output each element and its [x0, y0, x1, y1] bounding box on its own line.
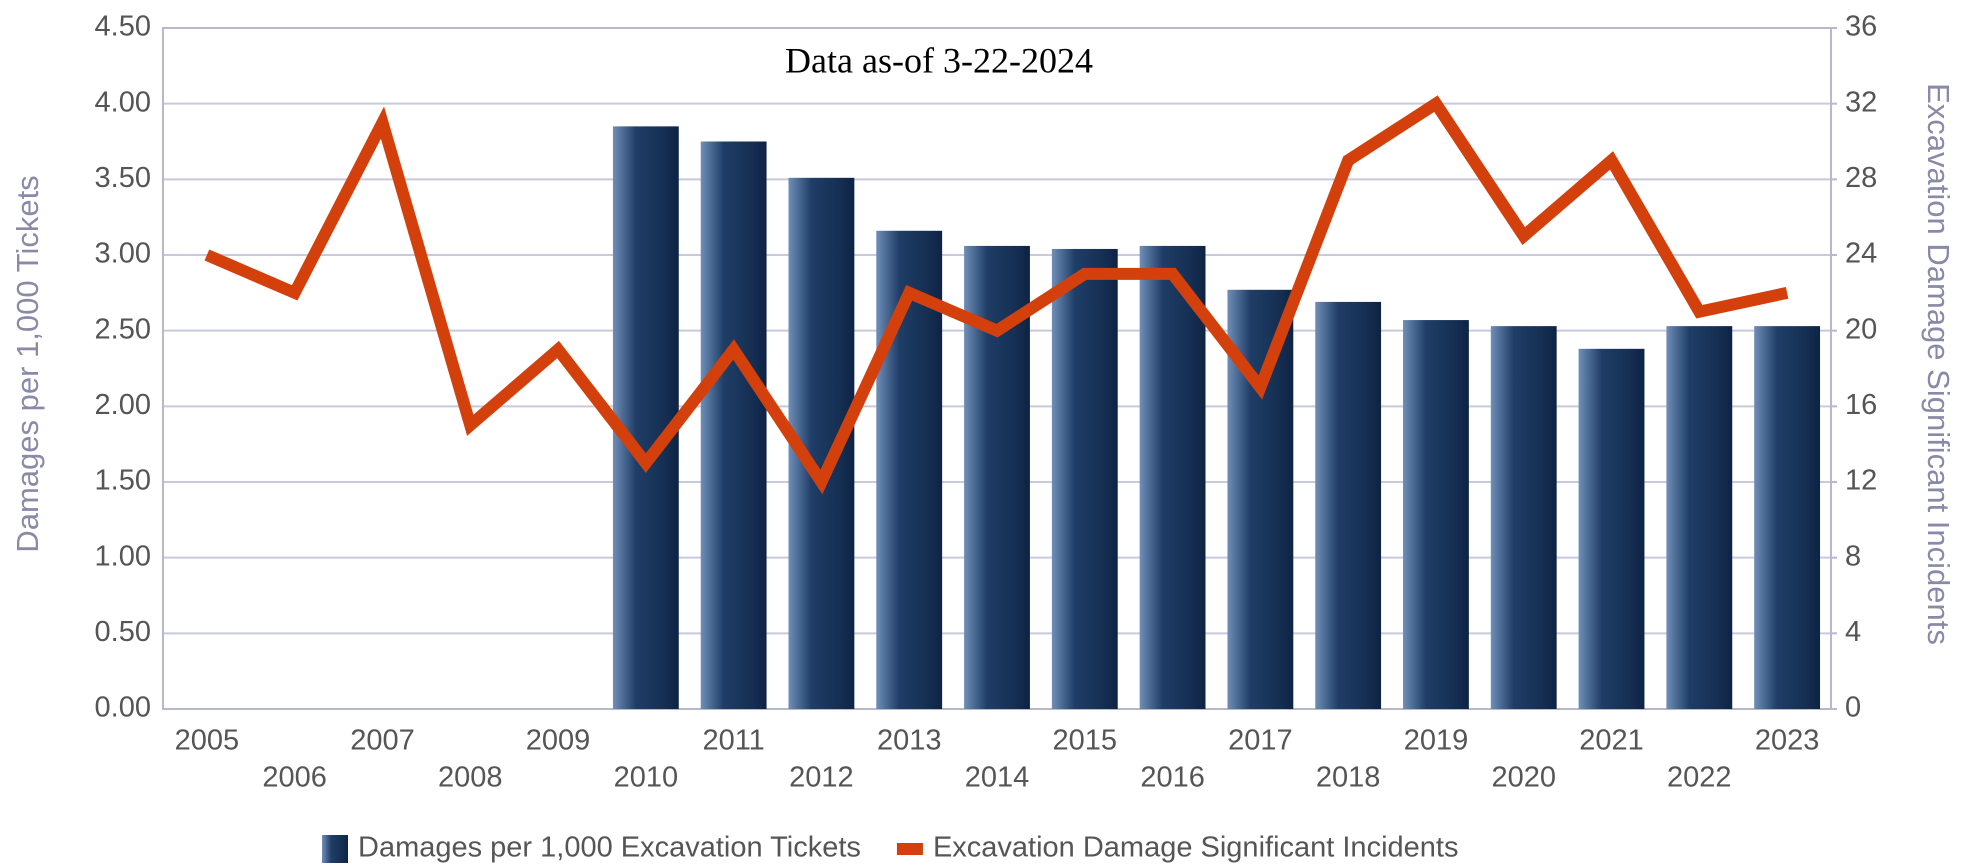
legend-label: Excavation Damage Significant Incidents: [933, 832, 1459, 864]
y2-tick-label: 24: [1845, 238, 1877, 270]
y-tick-label: 4.50: [95, 11, 151, 43]
x-tick-label: 2008: [438, 762, 503, 794]
y-tick-label: 3.50: [95, 162, 151, 194]
y2-tick-label: 20: [1845, 313, 1877, 345]
y2-tick-label: 8: [1845, 540, 1861, 572]
bar: [1403, 320, 1469, 709]
x-tick-label: 2006: [262, 762, 327, 794]
x-tick-label: 2023: [1755, 725, 1820, 757]
y2-tick-label: 32: [1845, 86, 1877, 118]
x-tick-label: 2020: [1491, 762, 1556, 794]
x-tick-label: 2017: [1228, 725, 1293, 757]
chart: Data as-of 3-22-2024 Damages per 1,000 T…: [0, 0, 1969, 868]
y-tick-label: 0.00: [95, 692, 151, 724]
x-tick-label: 2019: [1404, 725, 1469, 757]
bar: [1666, 326, 1732, 709]
legend-swatch: [322, 835, 348, 863]
y-tick-label: 1.00: [95, 540, 151, 572]
bar: [1754, 326, 1820, 709]
x-tick-label: 2009: [526, 725, 591, 757]
y2-tick-label: 4: [1845, 616, 1861, 648]
y-tick-label: 3.00: [95, 238, 151, 270]
y-tick-label: 2.00: [95, 389, 151, 421]
y2-tick-label: 28: [1845, 162, 1877, 194]
x-tick-label: 2010: [614, 762, 679, 794]
y2-tick-label: 12: [1845, 465, 1877, 497]
legend-swatch: [897, 843, 923, 855]
x-tick-label: 2005: [175, 725, 240, 757]
bar: [1491, 326, 1557, 709]
x-tick-label: 2021: [1579, 725, 1644, 757]
y-tick-label: 1.50: [95, 465, 151, 497]
x-tick-label: 2016: [1140, 762, 1205, 794]
x-tick-label: 2022: [1667, 762, 1732, 794]
y2-axis-title: Excavation Damage Significant Incidents: [1921, 83, 1956, 645]
bar: [1140, 246, 1206, 709]
annotation: Data as-of 3-22-2024: [785, 40, 1093, 80]
x-tick-label: 2013: [877, 725, 942, 757]
x-tick-label: 2018: [1316, 762, 1381, 794]
y-tick-label: 0.50: [95, 616, 151, 648]
legend-label: Damages per 1,000 Excavation Tickets: [358, 832, 861, 864]
bar: [1315, 302, 1381, 709]
x-tick-label: 2011: [702, 725, 764, 757]
y-tick-label: 4.00: [95, 86, 151, 118]
bar: [1052, 249, 1118, 709]
y2-tick-label: 36: [1845, 11, 1877, 43]
x-tick-label: 2015: [1053, 725, 1118, 757]
y-tick-label: 2.50: [95, 313, 151, 345]
x-tick-label: 2012: [789, 762, 854, 794]
bar: [1579, 349, 1645, 709]
y-axis-title: Damages per 1,000 Tickets: [10, 175, 45, 552]
x-tick-label: 2014: [965, 762, 1030, 794]
x-tick-label: 2007: [350, 725, 415, 757]
y2-tick-label: 0: [1845, 692, 1861, 724]
bar: [613, 126, 679, 709]
y2-tick-label: 16: [1845, 389, 1877, 421]
bar: [701, 142, 767, 710]
